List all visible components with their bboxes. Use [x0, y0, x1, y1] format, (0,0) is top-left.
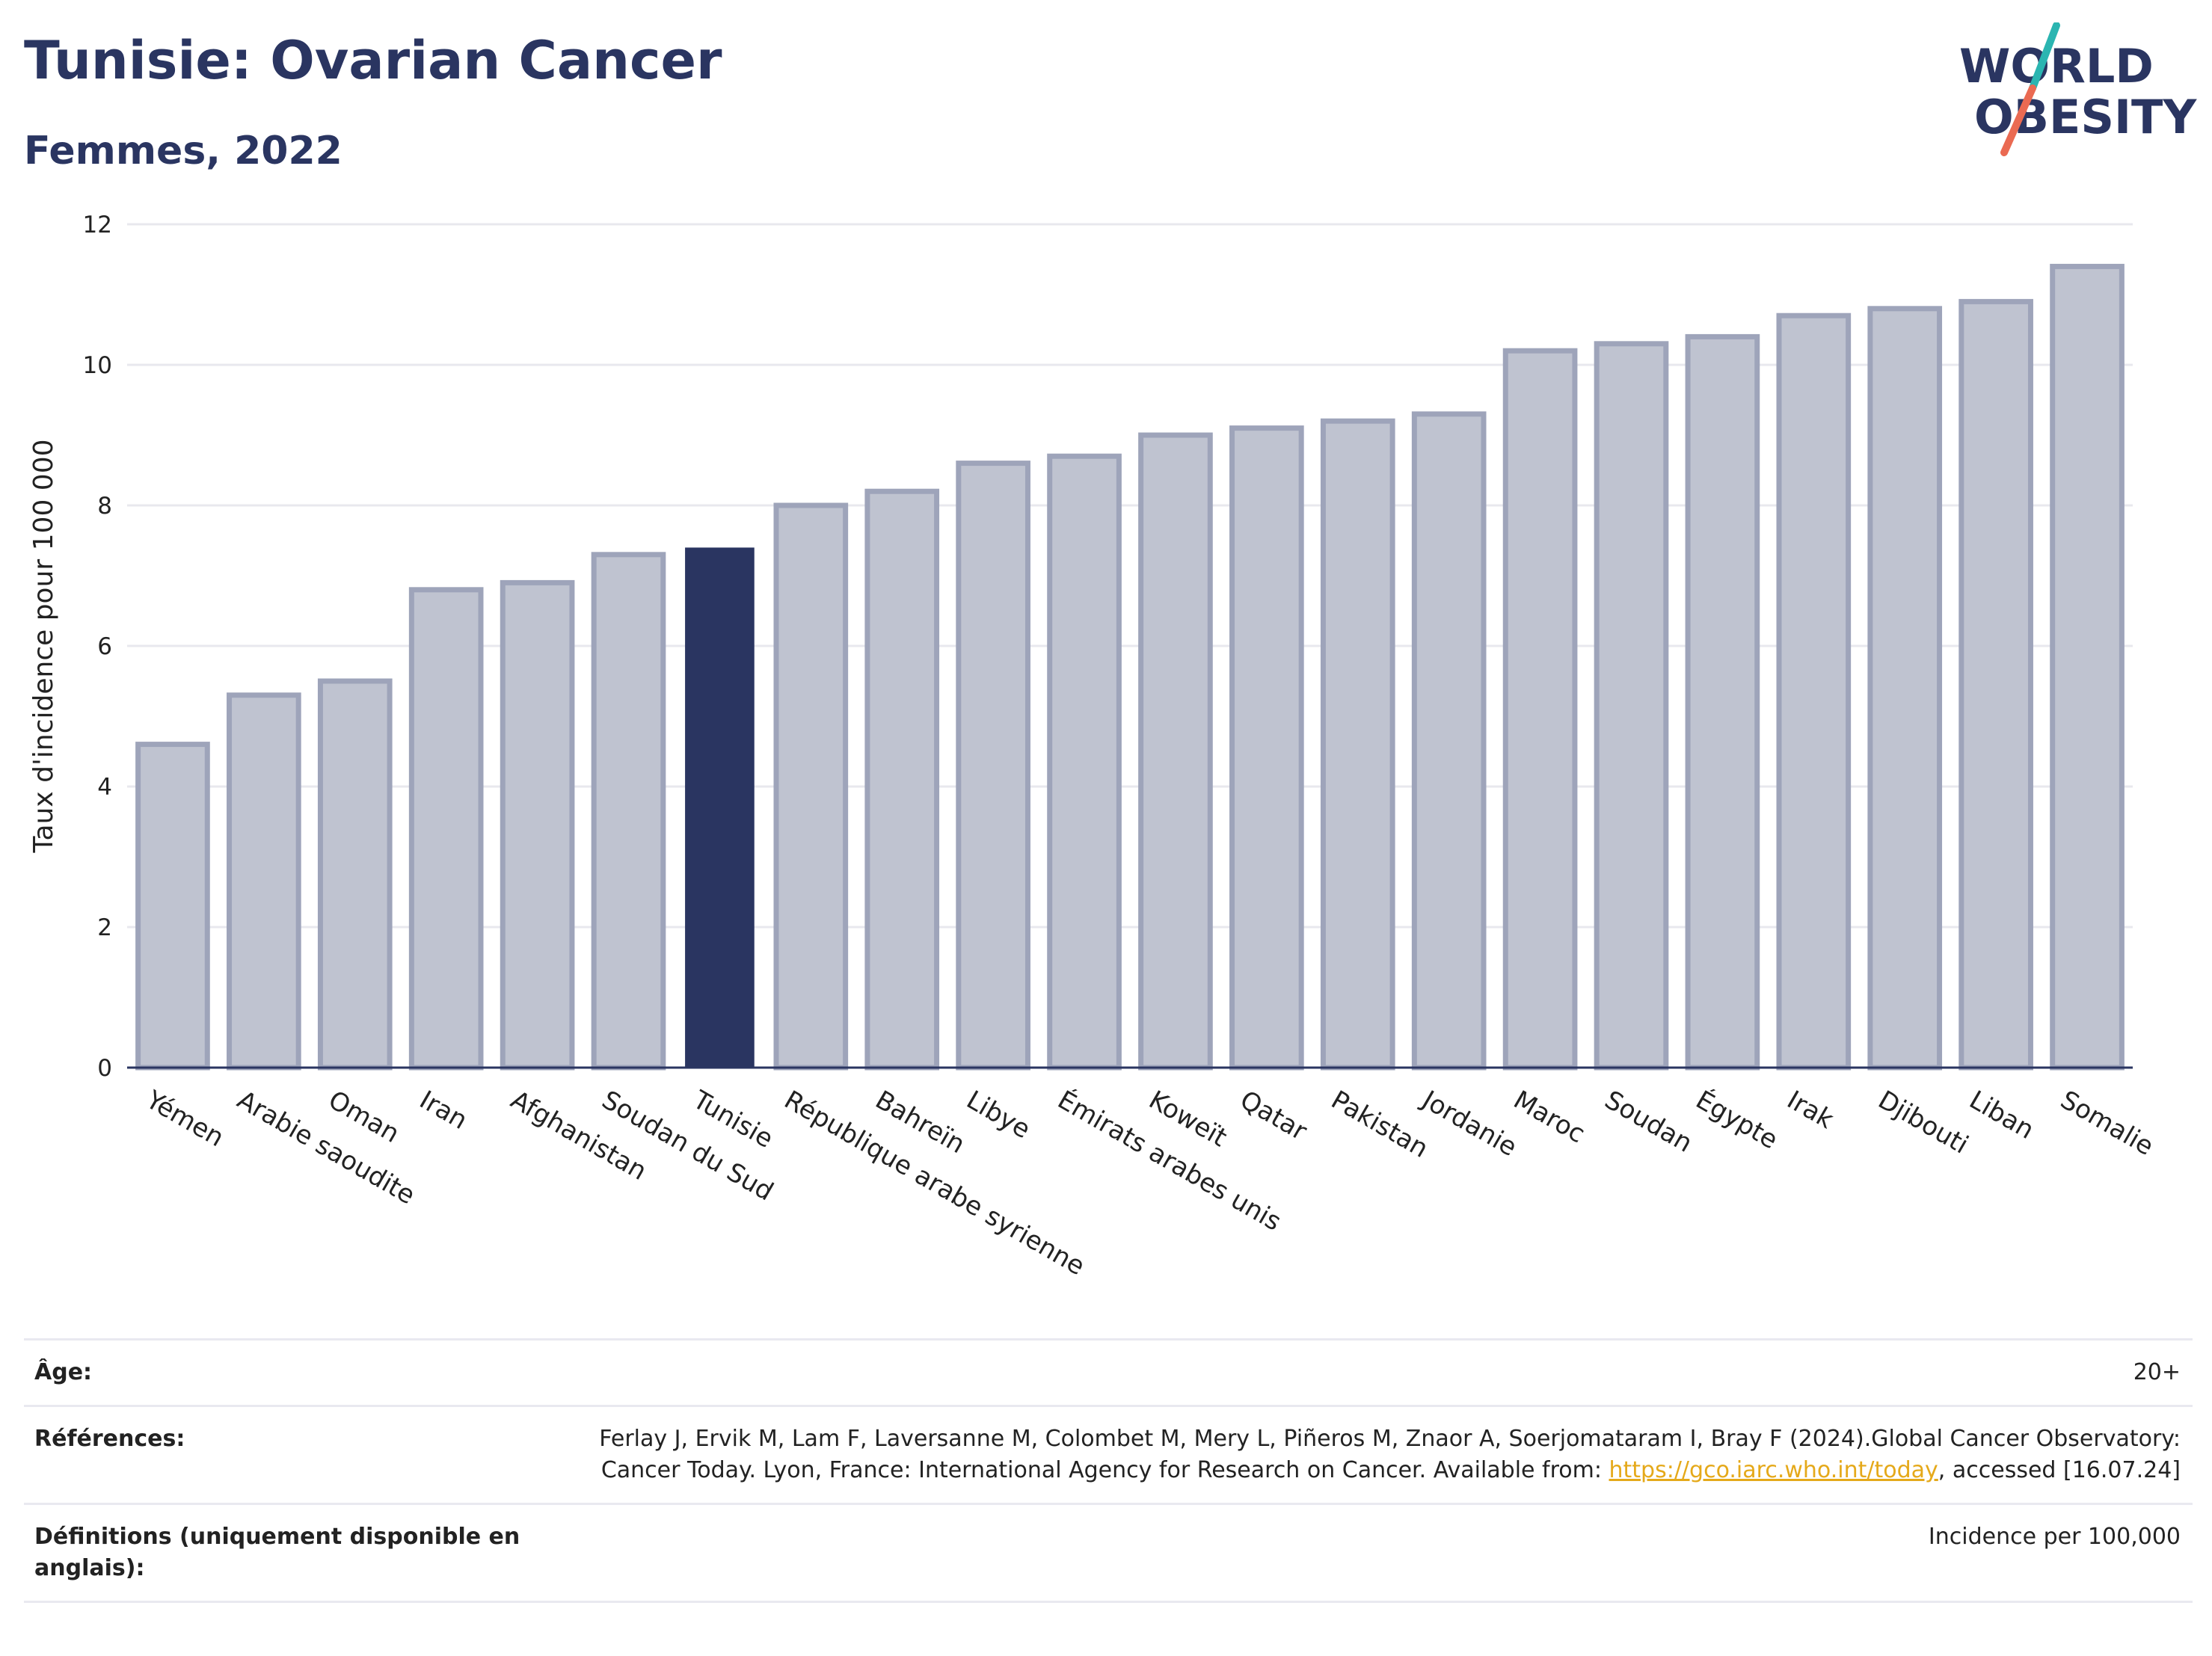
references-link[interactable]: https://gco.iarc.who.int/today [1609, 1457, 1938, 1483]
bar-10 [1047, 453, 1122, 1071]
y-tick-label: 12 [83, 212, 112, 238]
references-text: Ferlay J, Ervik M, Lam F, Laversanne M, … [599, 1426, 2181, 1483]
x-tick-label: Soudan [1600, 1085, 1698, 1159]
definitions-value: Incidence per 100,000 [1928, 1524, 2181, 1550]
x-tick-label: Yémen [141, 1085, 230, 1154]
x-tick-label: Liban [1964, 1085, 2039, 1145]
bar-0 [135, 742, 210, 1071]
bar-14 [1411, 411, 1487, 1071]
age-value: 20+ [2133, 1359, 2181, 1385]
y-tick-label: 2 [97, 914, 112, 941]
y-tick-label: 6 [97, 633, 112, 660]
x-tick-label: Irak [1782, 1085, 1839, 1135]
bar-12 [1229, 425, 1304, 1071]
bar-1 [227, 692, 301, 1071]
bar-17 [1685, 333, 1760, 1071]
bar-15 [1502, 348, 1578, 1071]
metadata-table: Âge: 20+ Références: Ferlay J, Ervik M, … [24, 1338, 2193, 1603]
x-tick-label: Somalie [2056, 1085, 2159, 1162]
definitions-row: Définitions (uniquement disponible en an… [24, 1503, 2193, 1603]
y-tick-label: 0 [97, 1055, 112, 1082]
x-tick-label: Djibouti [1873, 1085, 1973, 1160]
age-row: Âge: 20+ [24, 1338, 2193, 1405]
x-tick-label: Arabie saoudite [232, 1085, 420, 1210]
logo-line-1: WORLD [1959, 39, 2154, 93]
y-axis-title: Taux d'incidence pour 100 000 [28, 439, 59, 853]
bar-11 [1138, 432, 1213, 1071]
world-obesity-logo: WORLD OBESITY [1959, 22, 2197, 156]
bar-13 [1320, 418, 1395, 1071]
x-tick-label: Pakistan [1326, 1085, 1433, 1164]
bar-4 [500, 579, 575, 1071]
x-tick-label: Qatar [1235, 1085, 1312, 1147]
x-tick-label: Égypte [1691, 1084, 1784, 1155]
y-tick-label: 4 [97, 774, 112, 801]
x-tick-label: Jordanie [1416, 1084, 1522, 1163]
logo-slash-bottom [2000, 84, 2036, 156]
bar-16 [1594, 341, 1669, 1071]
bar-19 [1867, 306, 1943, 1071]
bar-20 [1958, 298, 2033, 1071]
references-row: Références: Ferlay J, Ervik M, Lam F, La… [24, 1405, 2193, 1503]
bars [135, 263, 2125, 1071]
x-tick-label: Iran [414, 1085, 472, 1136]
bar-2 [317, 678, 393, 1071]
definitions-label: Définitions (uniquement disponible en an… [34, 1524, 520, 1581]
logo-slash-top [2029, 22, 2060, 92]
chart-title: Tunisie: Ovarian Cancer [24, 30, 722, 91]
bar-8 [864, 488, 940, 1071]
y-tick-label: 8 [97, 493, 112, 520]
y-axis-ticks: 0 2 4 6 8 10 12 [83, 212, 112, 1082]
bar-6 [685, 547, 755, 1068]
bar-5 [591, 552, 666, 1071]
references-value: Ferlay J, Ervik M, Lam F, Laversanne M, … [573, 1423, 2181, 1486]
references-accessed: , accessed [16.07.24] [1938, 1457, 2181, 1483]
bar-18 [1776, 313, 1852, 1071]
chart-subtitle: Femmes, 2022 [24, 129, 342, 173]
x-tick-label: Libye [962, 1085, 1036, 1145]
x-tick-label: Maroc [1508, 1085, 1590, 1149]
references-label: Références: [34, 1426, 185, 1452]
bar-9 [956, 461, 1030, 1071]
bar-7 [773, 502, 849, 1071]
bar-21 [2050, 263, 2125, 1071]
bar-3 [408, 587, 484, 1071]
y-tick-label: 10 [83, 352, 112, 379]
age-label: Âge: [34, 1359, 93, 1385]
